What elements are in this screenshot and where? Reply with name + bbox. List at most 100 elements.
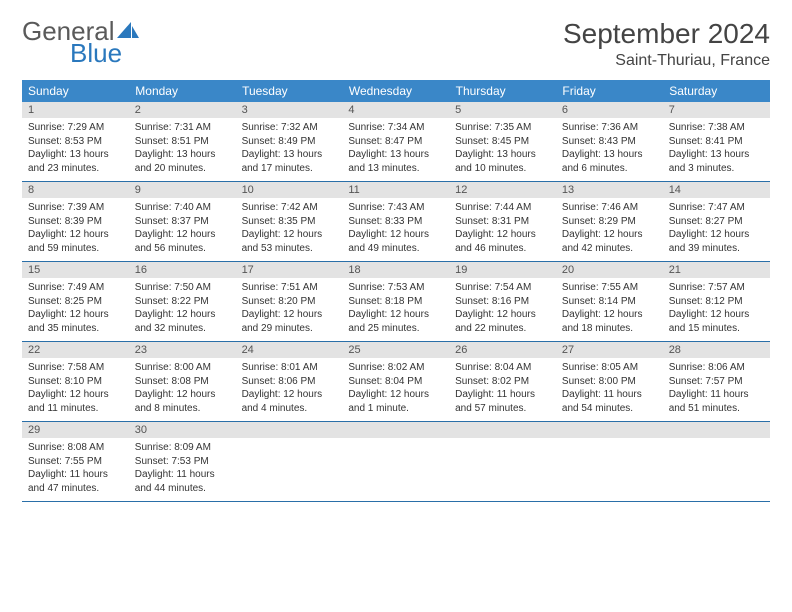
- sunrise-line: Sunrise: 7:50 AM: [135, 281, 230, 295]
- day-body: Sunrise: 7:39 AMSunset: 8:39 PMDaylight:…: [22, 198, 129, 261]
- sunrise-line: Sunrise: 7:31 AM: [135, 121, 230, 135]
- day-number: 6: [556, 102, 663, 118]
- weekday-header: Monday: [129, 80, 236, 102]
- weekday-header: Saturday: [663, 80, 770, 102]
- day-number: 2: [129, 102, 236, 118]
- sunrise-line: Sunrise: 7:53 AM: [348, 281, 443, 295]
- sunset-line: Sunset: 8:02 PM: [455, 375, 550, 389]
- day-body: Sunrise: 7:49 AMSunset: 8:25 PMDaylight:…: [22, 278, 129, 341]
- day-body-empty: [663, 438, 770, 496]
- calendar-day-cell: 16Sunrise: 7:50 AMSunset: 8:22 PMDayligh…: [129, 262, 236, 342]
- day-body: Sunrise: 7:58 AMSunset: 8:10 PMDaylight:…: [22, 358, 129, 421]
- sunset-line: Sunset: 8:25 PM: [28, 295, 123, 309]
- logo-word2: Blue: [70, 38, 122, 68]
- calendar-day-cell: 4Sunrise: 7:34 AMSunset: 8:47 PMDaylight…: [342, 102, 449, 182]
- day-number: 18: [342, 262, 449, 278]
- day-number: 23: [129, 342, 236, 358]
- day-body: Sunrise: 7:43 AMSunset: 8:33 PMDaylight:…: [342, 198, 449, 261]
- calendar-week-row: 15Sunrise: 7:49 AMSunset: 8:25 PMDayligh…: [22, 262, 770, 342]
- daylight-line: Daylight: 12 hours and 39 minutes.: [669, 228, 764, 255]
- day-body: Sunrise: 7:34 AMSunset: 8:47 PMDaylight:…: [342, 118, 449, 181]
- calendar-day-cell: 30Sunrise: 8:09 AMSunset: 7:53 PMDayligh…: [129, 422, 236, 502]
- daylight-line: Daylight: 11 hours and 47 minutes.: [28, 468, 123, 495]
- daylight-line: Daylight: 13 hours and 17 minutes.: [242, 148, 337, 175]
- day-number: 8: [22, 182, 129, 198]
- sunrise-line: Sunrise: 8:05 AM: [562, 361, 657, 375]
- weekday-header: Friday: [556, 80, 663, 102]
- sunrise-line: Sunrise: 7:44 AM: [455, 201, 550, 215]
- day-number: 3: [236, 102, 343, 118]
- day-body: Sunrise: 8:02 AMSunset: 8:04 PMDaylight:…: [342, 358, 449, 421]
- day-body: Sunrise: 7:36 AMSunset: 8:43 PMDaylight:…: [556, 118, 663, 181]
- day-body: Sunrise: 8:08 AMSunset: 7:55 PMDaylight:…: [22, 438, 129, 501]
- calendar-day-cell: 8Sunrise: 7:39 AMSunset: 8:39 PMDaylight…: [22, 182, 129, 262]
- sunset-line: Sunset: 8:39 PM: [28, 215, 123, 229]
- sunrise-line: Sunrise: 7:47 AM: [669, 201, 764, 215]
- sunrise-line: Sunrise: 7:36 AM: [562, 121, 657, 135]
- daylight-line: Daylight: 11 hours and 44 minutes.: [135, 468, 230, 495]
- sunset-line: Sunset: 8:45 PM: [455, 135, 550, 149]
- sunset-line: Sunset: 8:33 PM: [348, 215, 443, 229]
- sunrise-line: Sunrise: 7:29 AM: [28, 121, 123, 135]
- sunset-line: Sunset: 8:10 PM: [28, 375, 123, 389]
- sunset-line: Sunset: 8:08 PM: [135, 375, 230, 389]
- sunrise-line: Sunrise: 7:42 AM: [242, 201, 337, 215]
- calendar-day-cell: 14Sunrise: 7:47 AMSunset: 8:27 PMDayligh…: [663, 182, 770, 262]
- calendar-day-cell: 10Sunrise: 7:42 AMSunset: 8:35 PMDayligh…: [236, 182, 343, 262]
- sunset-line: Sunset: 8:51 PM: [135, 135, 230, 149]
- sunrise-line: Sunrise: 8:02 AM: [348, 361, 443, 375]
- logo: General Blue: [22, 18, 139, 66]
- sunrise-line: Sunrise: 8:08 AM: [28, 441, 123, 455]
- sunset-line: Sunset: 8:00 PM: [562, 375, 657, 389]
- daylight-line: Daylight: 13 hours and 3 minutes.: [669, 148, 764, 175]
- sunrise-line: Sunrise: 8:01 AM: [242, 361, 337, 375]
- day-number: 1: [22, 102, 129, 118]
- daylight-line: Daylight: 11 hours and 51 minutes.: [669, 388, 764, 415]
- calendar-day-cell: [449, 422, 556, 502]
- sunrise-line: Sunrise: 7:32 AM: [242, 121, 337, 135]
- calendar-day-cell: [342, 422, 449, 502]
- title-block: September 2024 Saint-Thuriau, France: [563, 18, 770, 70]
- day-number: 27: [556, 342, 663, 358]
- sunset-line: Sunset: 7:57 PM: [669, 375, 764, 389]
- day-number-empty: [342, 422, 449, 438]
- calendar-day-cell: 7Sunrise: 7:38 AMSunset: 8:41 PMDaylight…: [663, 102, 770, 182]
- location: Saint-Thuriau, France: [563, 52, 770, 70]
- sunrise-line: Sunrise: 7:46 AM: [562, 201, 657, 215]
- day-body: Sunrise: 7:53 AMSunset: 8:18 PMDaylight:…: [342, 278, 449, 341]
- day-number-empty: [236, 422, 343, 438]
- day-body: Sunrise: 7:35 AMSunset: 8:45 PMDaylight:…: [449, 118, 556, 181]
- sunset-line: Sunset: 8:53 PM: [28, 135, 123, 149]
- day-number: 24: [236, 342, 343, 358]
- calendar-day-cell: 20Sunrise: 7:55 AMSunset: 8:14 PMDayligh…: [556, 262, 663, 342]
- sunrise-line: Sunrise: 7:51 AM: [242, 281, 337, 295]
- day-body-empty: [556, 438, 663, 496]
- day-number: 11: [342, 182, 449, 198]
- calendar-week-row: 22Sunrise: 7:58 AMSunset: 8:10 PMDayligh…: [22, 342, 770, 422]
- weekday-header: Thursday: [449, 80, 556, 102]
- daylight-line: Daylight: 13 hours and 13 minutes.: [348, 148, 443, 175]
- day-number: 29: [22, 422, 129, 438]
- day-number: 30: [129, 422, 236, 438]
- day-number: 7: [663, 102, 770, 118]
- weekday-header: Wednesday: [342, 80, 449, 102]
- calendar-day-cell: 15Sunrise: 7:49 AMSunset: 8:25 PMDayligh…: [22, 262, 129, 342]
- day-number-empty: [663, 422, 770, 438]
- sunset-line: Sunset: 8:16 PM: [455, 295, 550, 309]
- day-number: 21: [663, 262, 770, 278]
- daylight-line: Daylight: 12 hours and 15 minutes.: [669, 308, 764, 335]
- daylight-line: Daylight: 12 hours and 53 minutes.: [242, 228, 337, 255]
- sunrise-line: Sunrise: 7:34 AM: [348, 121, 443, 135]
- calendar-day-cell: 22Sunrise: 7:58 AMSunset: 8:10 PMDayligh…: [22, 342, 129, 422]
- day-number: 17: [236, 262, 343, 278]
- day-body: Sunrise: 8:01 AMSunset: 8:06 PMDaylight:…: [236, 358, 343, 421]
- day-number: 20: [556, 262, 663, 278]
- daylight-line: Daylight: 13 hours and 6 minutes.: [562, 148, 657, 175]
- calendar-day-cell: 12Sunrise: 7:44 AMSunset: 8:31 PMDayligh…: [449, 182, 556, 262]
- day-body-empty: [449, 438, 556, 496]
- daylight-line: Daylight: 12 hours and 46 minutes.: [455, 228, 550, 255]
- calendar-day-cell: [663, 422, 770, 502]
- weekday-header: Sunday: [22, 80, 129, 102]
- daylight-line: Daylight: 12 hours and 11 minutes.: [28, 388, 123, 415]
- sunset-line: Sunset: 8:35 PM: [242, 215, 337, 229]
